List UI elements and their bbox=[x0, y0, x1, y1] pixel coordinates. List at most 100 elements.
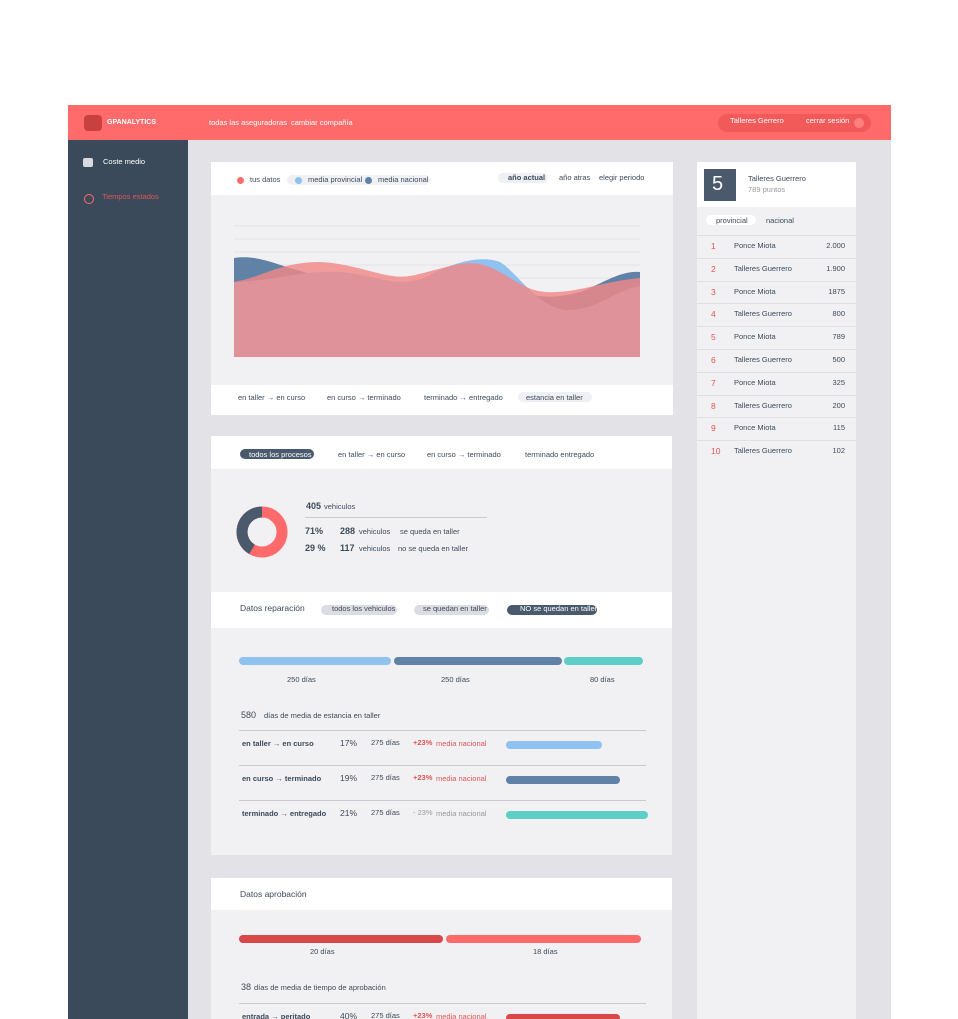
nav-link[interactable]: todas las aseguradoras bbox=[209, 118, 287, 127]
step-pct: 21% bbox=[340, 808, 358, 818]
rank-name: Talleres Guerrero bbox=[734, 309, 792, 319]
period-active[interactable] bbox=[498, 173, 548, 183]
step-active[interactable] bbox=[518, 392, 592, 402]
row-divider bbox=[239, 730, 646, 731]
rank-score: 2.000 bbox=[826, 241, 845, 250]
ranking-tab-active[interactable] bbox=[706, 215, 756, 225]
step-pct: 17% bbox=[340, 738, 358, 748]
nav-link[interactable]: cambiar compañía bbox=[291, 118, 353, 127]
rank: 3 bbox=[711, 286, 716, 297]
tab-active[interactable] bbox=[240, 449, 314, 459]
rank: 5 bbox=[711, 332, 716, 343]
ranking-name: Talleres Guerrero bbox=[748, 174, 806, 183]
split-pct: 29 % bbox=[305, 543, 326, 553]
legend-pill bbox=[287, 175, 430, 185]
total-label: vehiculos bbox=[324, 502, 356, 511]
rank-name: Ponce Miota bbox=[734, 332, 776, 342]
row-divider bbox=[697, 394, 856, 396]
step-days: 275 días bbox=[371, 808, 400, 817]
sidebar bbox=[68, 140, 188, 1019]
repair-tab[interactable]: todos los vehiculos bbox=[332, 604, 396, 613]
repair-tab[interactable] bbox=[414, 605, 489, 615]
logout[interactable]: cerrar sesión bbox=[806, 116, 850, 125]
period-tab[interactable]: elegir periodo bbox=[599, 173, 645, 182]
rank-name: Talleres Guerrero bbox=[734, 263, 792, 273]
segment-label: 250 días bbox=[287, 675, 316, 684]
legend-label: media provincial bbox=[308, 175, 363, 184]
step-bar bbox=[506, 741, 602, 749]
ranking-tab[interactable]: provincial bbox=[716, 216, 748, 225]
approval-bar bbox=[211, 878, 672, 910]
segment-label: 20 días bbox=[310, 947, 335, 956]
rank-score: 325 bbox=[832, 377, 845, 387]
row-divider bbox=[697, 349, 856, 350]
repair-tab[interactable] bbox=[321, 605, 397, 615]
rank: 7 bbox=[711, 377, 716, 388]
rank: 1 bbox=[711, 241, 716, 251]
process-card bbox=[211, 436, 672, 855]
row-divider bbox=[239, 800, 646, 801]
coins-icon bbox=[83, 158, 93, 167]
nav-item[interactable]: Tiempos estados bbox=[102, 192, 159, 201]
user-pill[interactable] bbox=[718, 114, 871, 132]
step-ref: media nacional bbox=[436, 739, 487, 748]
step-label: terminado → entregado bbox=[242, 809, 327, 818]
segment-bar bbox=[446, 935, 641, 943]
rank-score: 789 bbox=[832, 332, 845, 342]
step-bar bbox=[506, 811, 648, 819]
logo: GPANALYTICS bbox=[107, 119, 157, 126]
rank: 4 bbox=[711, 309, 716, 320]
rank-score: 102 bbox=[832, 446, 845, 456]
donut-rest bbox=[236, 506, 263, 555]
step-delta: +23% bbox=[413, 1011, 433, 1019]
process-tab[interactable]: todos los procesos bbox=[249, 450, 312, 459]
nav-item[interactable]: Coste medio bbox=[103, 157, 146, 166]
area-own bbox=[234, 262, 640, 357]
split-count: 117 bbox=[340, 543, 355, 553]
process-tab[interactable]: en curso → terminado bbox=[427, 450, 501, 459]
row-divider bbox=[697, 371, 856, 373]
timer-icon bbox=[84, 194, 94, 204]
segment-label: 250 días bbox=[441, 675, 470, 684]
step-tab[interactable]: terminado → entregado bbox=[424, 393, 503, 402]
ranking-tab[interactable]: nacional bbox=[766, 216, 794, 225]
donut bbox=[236, 506, 288, 558]
process-tab[interactable]: en taller → en curso bbox=[338, 450, 406, 459]
rank: 6 bbox=[711, 355, 716, 365]
step-delta: - 23% bbox=[413, 808, 433, 817]
position: 5 bbox=[712, 173, 724, 195]
step-bar bbox=[506, 776, 620, 784]
row-divider bbox=[239, 765, 646, 766]
rank-score: 115 bbox=[833, 423, 845, 433]
split-label: no se queda en taller bbox=[398, 544, 469, 553]
step-days: 275 días bbox=[371, 773, 400, 782]
position-box bbox=[704, 169, 736, 201]
rank: 2 bbox=[711, 263, 716, 274]
segment-bar bbox=[564, 657, 643, 665]
step-tab[interactable]: en taller → en curso bbox=[238, 393, 306, 402]
step-pct: 19% bbox=[340, 773, 358, 783]
close-icon[interactable] bbox=[854, 118, 864, 128]
split-count: 288 bbox=[340, 526, 356, 536]
step-tab[interactable]: estancia en taller bbox=[526, 393, 583, 402]
segment-label: 18 días bbox=[533, 947, 558, 956]
period-tab[interactable]: año actual bbox=[508, 173, 546, 182]
repair-tab[interactable]: NO se quedan en taller bbox=[520, 604, 598, 613]
split-label: se queda en taller bbox=[400, 527, 460, 536]
row-divider bbox=[697, 257, 856, 259]
section-title: Datos reparación bbox=[240, 603, 305, 613]
split-unit: vehiculos bbox=[359, 544, 391, 553]
step-tab[interactable]: en curso → terminado bbox=[327, 393, 401, 402]
repair-tab-active[interactable] bbox=[507, 605, 597, 615]
repair-tab[interactable]: se quedan en taller bbox=[423, 604, 487, 613]
wave-chart bbox=[234, 225, 640, 357]
step-pct: 40% bbox=[340, 1011, 358, 1019]
period-tab[interactable]: año atras bbox=[559, 173, 591, 182]
step-ref: media nacional bbox=[436, 774, 487, 783]
divider bbox=[305, 517, 487, 518]
process-tab[interactable]: terminado entregado bbox=[525, 450, 595, 459]
step-ref: media nacional bbox=[436, 809, 487, 818]
step-bar bbox=[506, 1014, 620, 1019]
